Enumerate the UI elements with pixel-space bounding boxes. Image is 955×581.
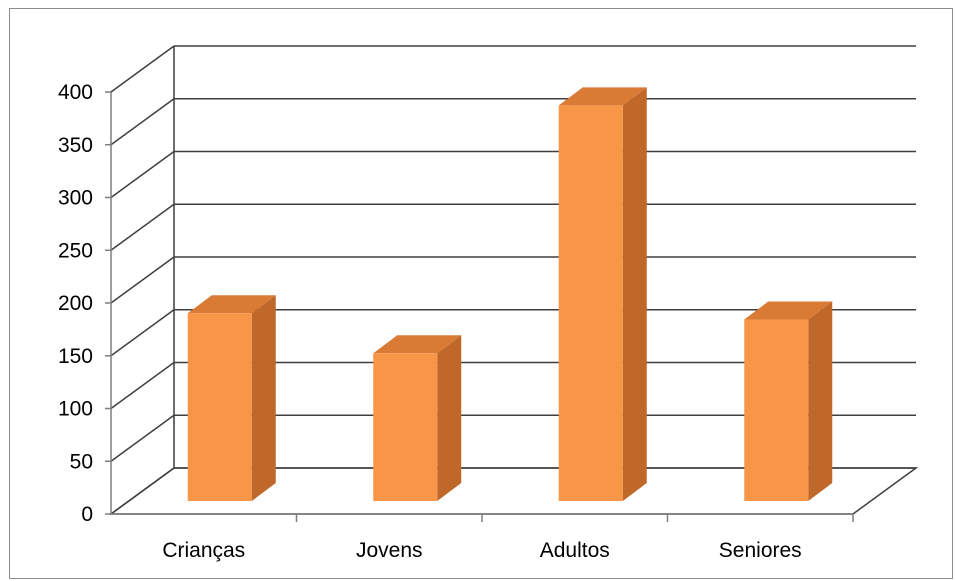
x-tick-label: Seniores <box>719 539 802 562</box>
gridline-side <box>110 256 175 304</box>
x-tick-label: Jovens <box>356 539 423 562</box>
bar-side <box>808 301 833 501</box>
x-tick-label: Crianças <box>162 539 245 562</box>
bar-side <box>437 335 462 501</box>
y-tick-label: 50 <box>70 450 93 473</box>
bar-top <box>558 87 647 106</box>
gridline-side <box>110 98 175 146</box>
y-tick-labels: 0 50 100 150 200 250 300 350 400 <box>58 81 93 526</box>
gridline-side <box>110 203 175 251</box>
bar-front <box>558 105 623 501</box>
y-tick-label: 300 <box>58 187 93 210</box>
y-tick-label: 200 <box>58 292 93 315</box>
gridline-side <box>110 361 175 410</box>
bar-front <box>187 313 252 501</box>
bar-front <box>373 353 438 501</box>
bar-side <box>622 87 647 501</box>
y-tick-label: 350 <box>58 134 93 157</box>
gridline-side <box>110 150 175 199</box>
gridline-side <box>110 309 175 357</box>
y-tick-label: 400 <box>58 81 93 104</box>
bar <box>187 295 276 501</box>
gridline-side <box>110 45 175 93</box>
bar-top <box>373 335 462 354</box>
bar <box>744 301 833 501</box>
bars <box>187 87 833 501</box>
bar-top <box>187 295 276 314</box>
x-tick-label: Adultos <box>540 539 610 562</box>
y-tick-label: 0 <box>81 503 93 526</box>
y-tick-label: 250 <box>58 239 93 262</box>
y-tick-label: 100 <box>58 398 93 421</box>
bar <box>373 335 462 501</box>
gridline-side <box>110 414 175 462</box>
x-tick-labels: Crianças Jovens Adultos Seniores <box>162 539 801 562</box>
bar-front <box>744 319 809 501</box>
bar-top <box>744 301 833 320</box>
y-tick-label: 150 <box>58 345 93 368</box>
axes <box>105 91 854 522</box>
gridline-side <box>110 467 175 515</box>
bar <box>558 87 647 501</box>
bar-side <box>251 295 276 501</box>
